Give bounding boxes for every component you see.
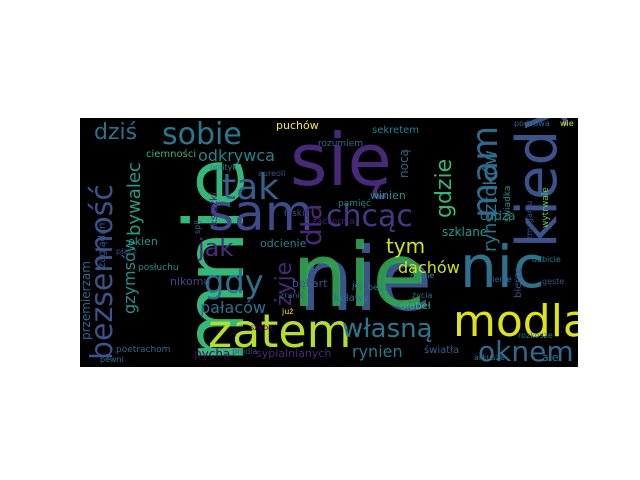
word-cloud-word: płacz [116, 247, 137, 256]
word-cloud-word: gdy [204, 263, 264, 301]
word-cloud-word: jak [198, 234, 234, 262]
word-cloud-word: łaski [284, 209, 305, 219]
word-cloud-word: posłuchu [138, 263, 179, 273]
word-cloud-word: prodia [232, 347, 258, 356]
word-cloud-word: ciemności [146, 149, 197, 160]
word-cloud-word: spij [193, 220, 202, 234]
word-cloud-word: szklane [442, 225, 488, 239]
word-cloud-word: zaczernia [312, 217, 355, 227]
word-cloud-word: odbicie [532, 255, 561, 264]
word-cloud-word: nikomu [170, 275, 211, 288]
word-cloud-word: nic [460, 233, 545, 301]
word-cloud-word: modlą [453, 296, 578, 347]
word-cloud-word: oknem [478, 335, 574, 367]
word-cloud-word: dachów [398, 258, 460, 277]
word-cloud-word: nocne [410, 271, 435, 280]
word-cloud-word: zmaganiu [525, 200, 534, 240]
word-cloud-word: się [290, 118, 392, 202]
word-cloud: mnie nie nie się sam zatem nic modlą kie… [80, 118, 578, 367]
word-cloud-word: winien [370, 189, 406, 202]
word-cloud-word: bezą [368, 283, 388, 292]
word-cloud-word: zranić [280, 291, 305, 300]
word-cloud-word: sypialnianych [256, 347, 332, 360]
word-cloud-word: pewni [100, 355, 124, 364]
word-cloud-word: pychą [194, 347, 231, 361]
word-cloud-word: ale [542, 351, 559, 364]
word-cloud-word: dziś [94, 120, 138, 145]
word-cloud-word: gęste [542, 277, 565, 286]
word-cloud-word: odkrywca [198, 146, 275, 165]
word-cloud-word: rozkosze [518, 331, 553, 340]
word-cloud-word: chcąc [326, 199, 413, 234]
word-cloud-word: pałaców [200, 298, 266, 317]
word-cloud-word: już [282, 307, 294, 316]
word-cloud-word: kiedy [505, 118, 570, 248]
word-cloud-word: rozumiem [318, 139, 364, 149]
word-cloud-word: tak [222, 167, 280, 208]
word-cloud-word: odcienie [260, 237, 307, 250]
word-cloud-word: cudza [480, 209, 516, 223]
word-cloud-word: polityk [210, 163, 237, 172]
word-cloud-word: podsuwa [514, 119, 550, 128]
word-cloud-word: tym [386, 234, 426, 258]
word-cloud-word: wie [560, 119, 574, 128]
word-cloud-word: własną [342, 314, 433, 344]
word-cloud-word: książki [209, 192, 220, 226]
word-cloud-word: kulawy [334, 293, 369, 304]
word-cloud-word: rynien [352, 342, 403, 361]
word-cloud-word: puchów [276, 119, 319, 132]
word-cloud-word: bękart [292, 277, 328, 290]
word-cloud-word: szyba [250, 323, 274, 332]
word-cloud-word: cienie [488, 275, 512, 284]
word-cloud-word: gdzie [432, 158, 457, 218]
word-cloud-word: bywalec [124, 162, 145, 236]
word-cloud-word: pamięć [338, 199, 371, 209]
word-cloud-word: przemierzam [80, 261, 93, 340]
word-cloud-word: diabeł [400, 301, 431, 312]
word-cloud-word: poetrachom [116, 345, 171, 355]
word-cloud-word: sobie [162, 118, 242, 152]
word-cloud-word: nie [292, 224, 427, 327]
word-cloud-word: zaglądam [97, 219, 108, 268]
word-cloud-word: arkusze [474, 353, 505, 362]
word-cloud-word: bierze [513, 267, 524, 298]
word-cloud-word: nocą [397, 149, 411, 178]
word-cloud-word: życia [412, 291, 433, 300]
word-cloud-word: zatem [208, 304, 352, 358]
word-cloud-word: sam [208, 184, 314, 242]
word-cloud-word: świadka [503, 185, 513, 222]
word-cloud-word: aureoli [258, 169, 286, 178]
word-cloud-word: sekretem [372, 125, 420, 136]
word-cloud-word: jej [352, 281, 363, 291]
word-cloud-word: światła [424, 345, 460, 356]
word-cloud-word: wytrwale [541, 187, 551, 228]
word-cloud-word: okien [128, 235, 158, 248]
word-cloud-word: nie [298, 228, 433, 331]
